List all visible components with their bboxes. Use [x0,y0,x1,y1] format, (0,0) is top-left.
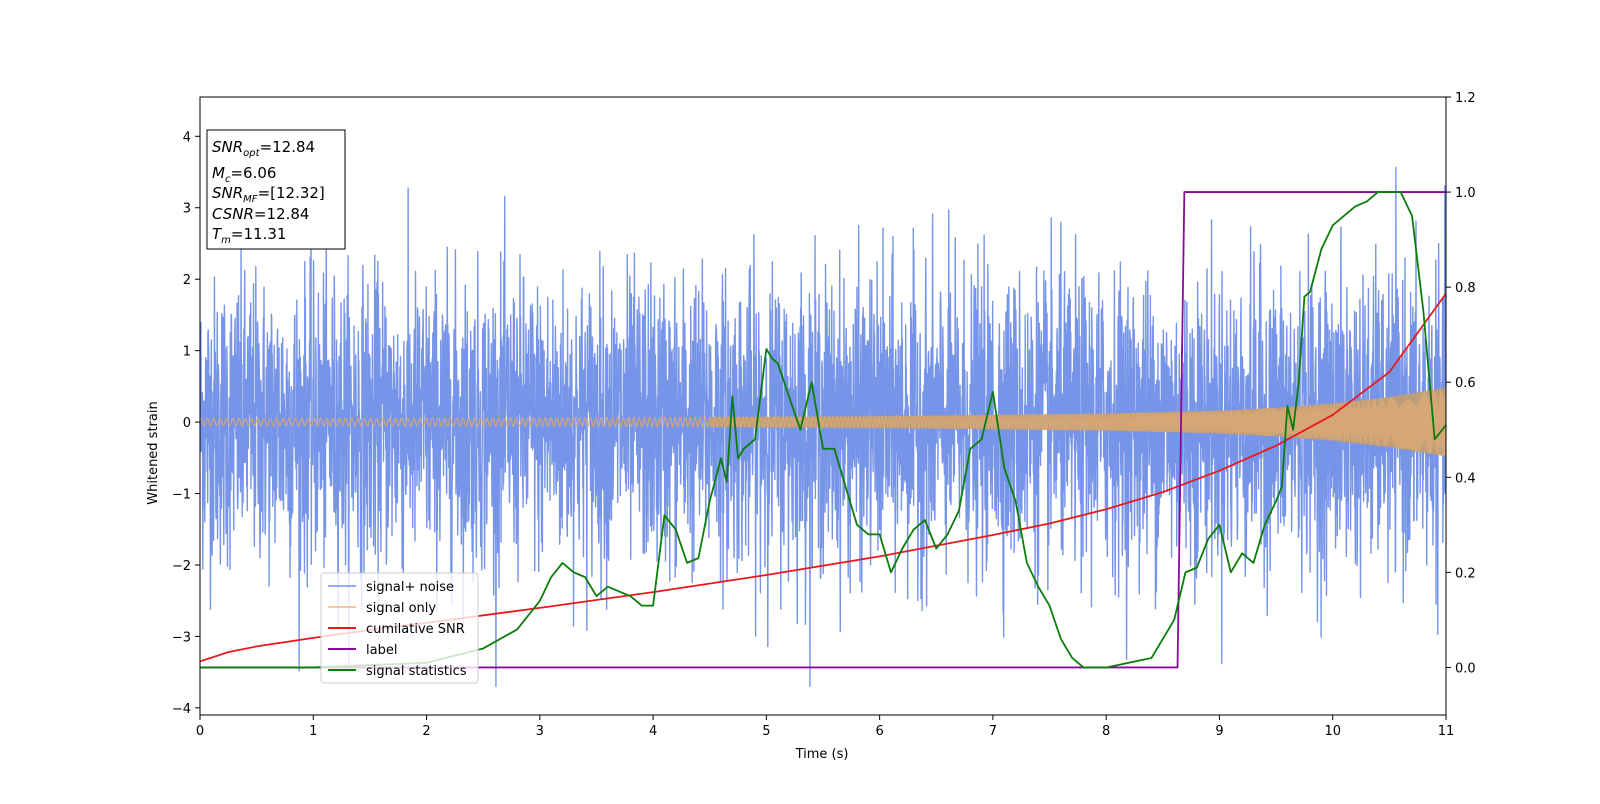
y-left-tick-label: 1 [183,345,191,360]
annotation-line: CSNR=12.84 [212,205,309,223]
y-right-tick-label: 1.0 [1455,186,1476,201]
y-right-tick-label: 0.0 [1455,661,1476,676]
legend-frame [320,572,479,684]
series-label-line [200,191,1446,669]
x-tick-label: 10 [1324,724,1341,739]
legend-label: cumilative SNR [366,622,465,637]
x-tick-label: 4 [649,724,657,739]
y-left-tick-label: −3 [172,630,191,645]
y-right-tick-label: 0.8 [1455,281,1476,296]
legend: signal+ noise signal only cumilative SNR la… [320,572,479,684]
y-left-tick-label: 3 [183,202,191,217]
annotation-line: SNRopt=12.84 [212,138,315,159]
legend-label: signal statistics [366,664,467,679]
y-left-tick-label: −1 [172,488,191,503]
series-signal-statistics-line [200,191,1446,669]
y-left-tick-label: 2 [183,273,191,288]
legend-label: signal only [366,601,436,616]
series-cumilative-snr-line [200,292,1446,663]
x-tick-label: 3 [536,724,544,739]
x-tick-label: 6 [875,724,883,739]
x-tick-label: 11 [1438,724,1455,739]
plot-frame [199,96,1447,716]
annotation-line: Tm=11.31 [212,225,286,246]
annotation-line: SNRMF=[12.32] [212,184,325,205]
y-right-tick-label: 1.2 [1455,91,1476,106]
y-right-tick-label: 0.6 [1455,376,1476,391]
annotation-box: SNRopt=12.84 Mc=6.06SNRMF=[12.32]CSNR=12.… [206,129,346,250]
x-tick-label: 9 [1215,724,1223,739]
x-tick-label: 2 [422,724,430,739]
x-tick-label: 0 [196,724,204,739]
y-left-tick-label: 4 [183,130,191,145]
x-tick-label: 8 [1102,724,1110,739]
y-left-tick-label: −2 [172,559,191,574]
y-axis-label: Whitened strain [146,401,161,504]
series-signal-only-line [200,388,1446,456]
x-tick-label: 5 [762,724,770,739]
y-right-tick-label: 0.4 [1455,471,1476,486]
series-signal-noise-line [200,166,1446,688]
legend-label: label [366,643,397,658]
legend-label: signal+ noise [366,580,454,595]
axes: 0 1 2 3 4 5 6 7 8 9 10 11 −4 −3 −2 −1 0 1 2 3 4 0.0 0.2 0.4 0.6 0… [172,91,1476,739]
annotation-frame [206,129,346,250]
y-right-tick-label: 0.2 [1455,566,1476,581]
x-tick-label: 7 [989,724,997,739]
y-left-tick-label: 0 [183,416,191,431]
plot-area [200,166,1446,688]
x-axis-label: Time (s) [795,747,849,762]
y-left-tick-label: −4 [172,702,191,717]
x-tick-label: 1 [309,724,317,739]
annotation-line: Mc=6.06 [212,164,276,185]
